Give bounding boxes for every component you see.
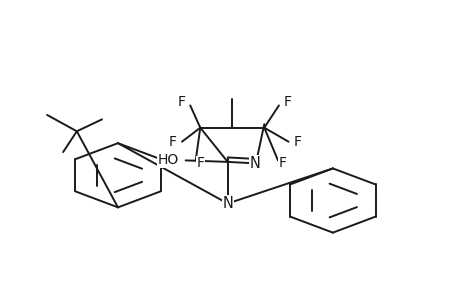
Text: F: F bbox=[178, 95, 185, 110]
Text: F: F bbox=[283, 95, 291, 110]
Text: F: F bbox=[196, 156, 204, 170]
Text: F: F bbox=[278, 156, 286, 170]
Text: F: F bbox=[293, 135, 301, 149]
Text: N: N bbox=[222, 196, 233, 211]
Text: F: F bbox=[168, 135, 176, 149]
Text: N: N bbox=[249, 156, 260, 171]
Text: HO: HO bbox=[157, 153, 179, 167]
